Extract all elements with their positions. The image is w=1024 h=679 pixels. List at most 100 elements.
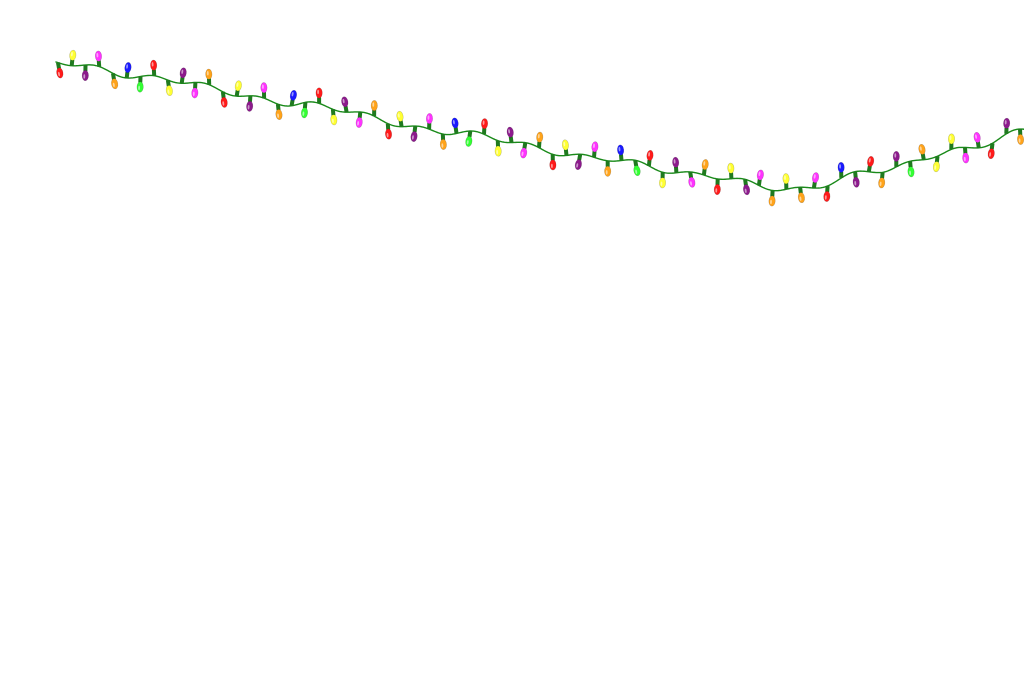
bulb-shine [989, 152, 992, 157]
light-bulb-icon [260, 82, 268, 99]
bulb-shine [411, 135, 414, 140]
bulb-socket [963, 147, 968, 154]
bulb-shine [222, 101, 225, 106]
bulb-socket [743, 179, 748, 186]
bulb-glass [220, 96, 228, 108]
bulb-socket [908, 161, 913, 168]
bulb-socket [111, 73, 116, 80]
bulb-glass [426, 113, 433, 125]
light-bulb-icon [549, 154, 557, 171]
light-bulb-icon [659, 172, 666, 189]
light-bulb-icon [439, 133, 447, 150]
light-bulb-icon [973, 132, 981, 149]
light-bulb-icon [355, 111, 363, 128]
light-bulb-icon [837, 161, 845, 178]
bulb-shine [427, 115, 430, 120]
bulb-socket [275, 103, 281, 111]
bulb-socket [729, 172, 734, 179]
light-bulb-icon [604, 160, 612, 177]
light-bulb-icon [136, 76, 144, 93]
string-lights [55, 49, 1024, 207]
bulb-glass [136, 81, 144, 93]
bulb-shine [618, 146, 621, 152]
bulb-socket [646, 159, 652, 167]
light-bulb-icon [246, 95, 254, 112]
light-bulb-icon [191, 82, 199, 99]
bulb-socket [618, 154, 624, 161]
bulb-socket [138, 76, 143, 83]
bulb-glass [165, 85, 173, 97]
bulb-socket [563, 149, 569, 156]
light-bulb-icon [932, 155, 940, 173]
bulb-socket [482, 128, 487, 135]
bulb-socket [894, 160, 899, 167]
light-bulb-icon [95, 50, 102, 67]
bulb-socket [124, 71, 130, 79]
light-bulb-icon [205, 68, 213, 85]
bulb-socket [56, 62, 62, 69]
bulb-shine [551, 163, 553, 169]
light-bulb-icon [617, 144, 625, 161]
bulb-glass [892, 150, 900, 162]
bulb-glass [260, 82, 268, 94]
bulb-shine [758, 171, 761, 177]
bulb-socket [537, 141, 542, 148]
light-bulb-icon [756, 169, 764, 186]
light-bulb-icon [918, 143, 926, 161]
bulb-socket [1004, 127, 1009, 134]
bulb-shine [138, 85, 141, 91]
bulb-glass [782, 173, 790, 185]
light-string-wire [55, 61, 1024, 192]
light-bulb-icon [465, 130, 473, 147]
bulb-glass [481, 118, 489, 130]
bulb-glass [1003, 117, 1011, 129]
bulb-shine [508, 129, 511, 134]
bulb-glass [867, 156, 875, 167]
bulb-socket [179, 77, 185, 84]
light-bulb-icon [811, 172, 820, 189]
bulb-shine [277, 113, 280, 118]
bulb-shine [854, 181, 857, 186]
bulb-glass [701, 159, 709, 171]
bulb-shine [593, 143, 595, 148]
bulb-glass [743, 184, 751, 196]
bulb-socket [839, 171, 844, 178]
bulb-socket [934, 155, 940, 163]
bulb-shine [909, 170, 912, 176]
bulb-glass [604, 165, 612, 177]
bulb-socket [385, 123, 391, 130]
light-bulb-icon [426, 113, 433, 130]
bulb-glass [812, 172, 820, 184]
bulb-glass [837, 161, 845, 173]
light-bulb-icon [385, 123, 392, 140]
bulb-shine [372, 102, 375, 107]
bulb-socket [302, 102, 308, 109]
bulb-shine [824, 195, 827, 200]
bulb-socket [234, 89, 240, 97]
bulb-shine [236, 82, 239, 87]
bulb-shine [605, 170, 608, 175]
bulb-shine [126, 64, 129, 69]
light-bulb-icon [396, 110, 404, 128]
light-bulb-icon [768, 190, 776, 207]
bulb-socket [165, 79, 171, 87]
bulb-shine [521, 151, 524, 156]
bulb-socket [453, 127, 459, 134]
bulb-shine [799, 196, 802, 201]
bulb-shine [482, 120, 485, 125]
bulb-shine [192, 91, 195, 97]
bulb-socket [577, 153, 583, 161]
light-bulb-icon [561, 139, 569, 156]
bulb-socket [151, 69, 157, 76]
bulb-shine [839, 164, 842, 169]
bulb-shine [206, 71, 209, 76]
bulb-shine [894, 153, 897, 158]
light-bulb-icon [494, 140, 502, 157]
bulb-glass [315, 87, 323, 99]
bulb-socket [69, 59, 75, 66]
bulb-shine [496, 149, 499, 155]
bulb-shine [934, 165, 937, 170]
bulb-shine [342, 98, 345, 104]
bulb-glass [962, 152, 970, 164]
light-bulb-icon [713, 178, 721, 195]
